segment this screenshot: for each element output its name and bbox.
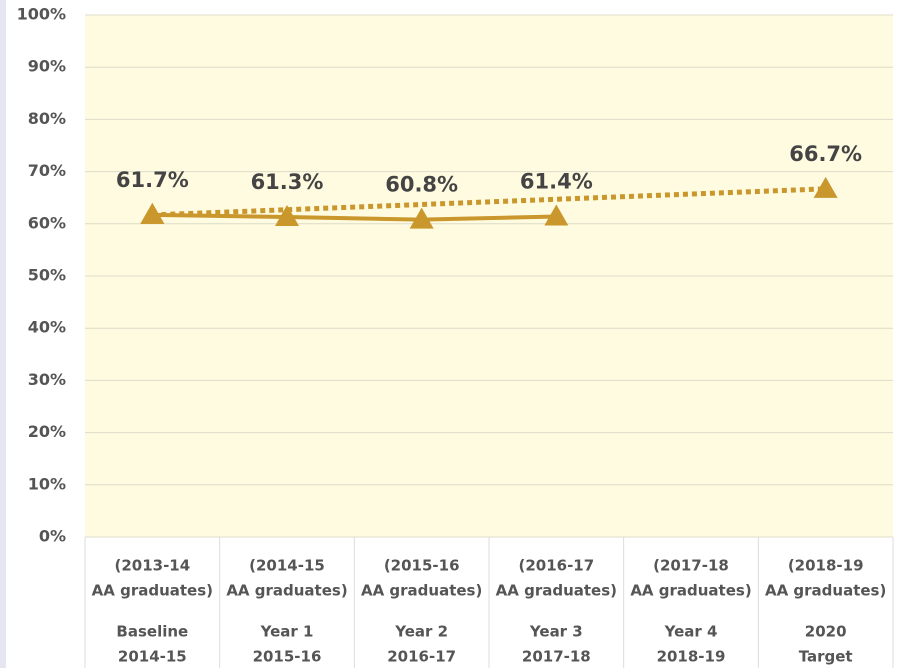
x-tick-label: (2014-15 [249, 557, 325, 575]
marker [140, 202, 165, 224]
series-line [152, 212, 557, 222]
data-label: 61.3% [251, 170, 324, 194]
data-label: 60.8% [385, 173, 458, 197]
x-tick-label: 2020 [805, 623, 847, 641]
x-tick-label: AA graduates) [630, 582, 751, 600]
x-tick-label: (2016-17 [518, 557, 594, 575]
x-tick-label: 2016-17 [387, 648, 456, 666]
y-tick-label: 90% [28, 57, 66, 76]
data-label: 66.7% [789, 142, 862, 166]
marker [544, 204, 569, 226]
x-tick-label: Year 1 [260, 623, 314, 641]
x-tick-label: Year 2 [394, 623, 448, 641]
x-tick-label: (2017-18 [653, 557, 729, 575]
marker [409, 207, 434, 229]
data-label: 61.4% [520, 169, 593, 193]
y-tick-label: 30% [28, 370, 66, 389]
marker [275, 205, 299, 227]
y-tick-label: 20% [28, 422, 66, 441]
x-tick-label: Year 4 [664, 623, 718, 641]
y-tick-label: 80% [28, 109, 66, 128]
y-tick-label: 0% [39, 527, 66, 546]
x-tick-label: Target [799, 648, 853, 666]
series-line [152, 186, 826, 218]
x-tick-label: 2018-19 [657, 648, 726, 666]
x-tick-label: AA graduates) [361, 582, 482, 600]
x-tick-label: Year 3 [529, 623, 583, 641]
x-tick-label: AA graduates) [226, 582, 347, 600]
x-tick-label: AA graduates) [765, 582, 886, 600]
y-tick-label: 10% [28, 474, 66, 493]
x-tick-label: 2014-15 [118, 648, 187, 666]
y-tick-label: 70% [28, 161, 66, 180]
y-tick-label: 100% [17, 5, 66, 24]
y-tick-label: 50% [28, 266, 66, 285]
x-tick-label: 2015-16 [253, 648, 322, 666]
left-edge [0, 0, 6, 668]
x-tick-label: AA graduates) [496, 582, 617, 600]
y-tick-label: 60% [28, 213, 66, 232]
x-tick-label: (2013-14 [114, 557, 190, 575]
x-tick-label: Baseline [116, 623, 188, 641]
x-tick-label: AA graduates) [92, 582, 213, 600]
y-tick-label: 40% [28, 318, 66, 337]
marker [813, 176, 838, 198]
data-label: 61.7% [116, 168, 189, 192]
x-tick-label: 2017-18 [522, 648, 591, 666]
x-tick-label: (2018-19 [788, 557, 864, 575]
x-tick-label: (2015-16 [384, 557, 460, 575]
